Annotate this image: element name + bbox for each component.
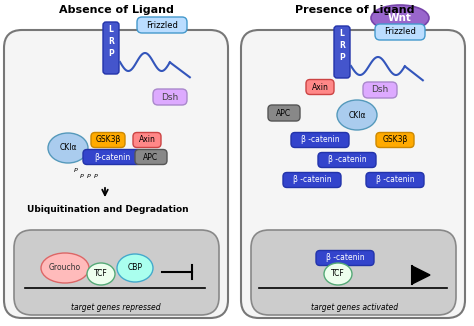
Text: Frizzled: Frizzled bbox=[146, 21, 178, 29]
Text: CKIα: CKIα bbox=[59, 143, 77, 153]
FancyBboxPatch shape bbox=[316, 250, 374, 265]
Ellipse shape bbox=[117, 254, 153, 282]
Text: Dsh: Dsh bbox=[371, 85, 389, 95]
Text: β -catenin: β -catenin bbox=[328, 156, 366, 165]
Text: target genes activated: target genes activated bbox=[311, 304, 399, 313]
FancyBboxPatch shape bbox=[366, 172, 424, 187]
Ellipse shape bbox=[371, 5, 429, 31]
Ellipse shape bbox=[324, 263, 352, 285]
Text: Axin: Axin bbox=[138, 136, 155, 144]
Text: GSK3β: GSK3β bbox=[383, 136, 408, 144]
FancyBboxPatch shape bbox=[283, 172, 341, 187]
Text: P: P bbox=[87, 174, 91, 180]
Text: target genes repressed: target genes repressed bbox=[71, 304, 161, 313]
Text: L: L bbox=[339, 29, 345, 38]
FancyBboxPatch shape bbox=[306, 80, 334, 95]
Text: Groucho: Groucho bbox=[49, 263, 81, 273]
Text: APC: APC bbox=[144, 153, 159, 161]
FancyBboxPatch shape bbox=[334, 26, 350, 78]
Text: APC: APC bbox=[276, 109, 292, 117]
FancyBboxPatch shape bbox=[375, 24, 425, 40]
Text: TCF: TCF bbox=[331, 270, 345, 278]
Text: P: P bbox=[94, 174, 98, 180]
Text: Presence of Ligand: Presence of Ligand bbox=[295, 5, 415, 15]
FancyBboxPatch shape bbox=[376, 132, 414, 147]
Text: Ubiquitination and Degradation: Ubiquitination and Degradation bbox=[27, 205, 189, 215]
Text: CKIα: CKIα bbox=[348, 111, 366, 120]
FancyBboxPatch shape bbox=[251, 230, 456, 315]
Text: R: R bbox=[108, 37, 114, 47]
Text: β -catenin: β -catenin bbox=[292, 175, 331, 185]
Text: Frizzled: Frizzled bbox=[384, 27, 416, 37]
FancyBboxPatch shape bbox=[83, 150, 141, 165]
Text: Wnt: Wnt bbox=[388, 13, 412, 23]
FancyBboxPatch shape bbox=[318, 153, 376, 168]
Text: L: L bbox=[109, 25, 113, 35]
FancyBboxPatch shape bbox=[4, 30, 228, 318]
FancyBboxPatch shape bbox=[135, 150, 167, 165]
Ellipse shape bbox=[41, 253, 89, 283]
Text: R: R bbox=[339, 41, 345, 51]
Text: Axin: Axin bbox=[311, 82, 328, 92]
Text: β-catenin: β-catenin bbox=[94, 153, 130, 161]
FancyBboxPatch shape bbox=[137, 17, 187, 33]
Text: Dsh: Dsh bbox=[161, 93, 179, 101]
Text: P: P bbox=[108, 50, 114, 58]
Text: β -catenin: β -catenin bbox=[376, 175, 414, 185]
FancyBboxPatch shape bbox=[91, 132, 125, 147]
Ellipse shape bbox=[87, 263, 115, 285]
Text: P: P bbox=[74, 169, 78, 173]
FancyBboxPatch shape bbox=[103, 22, 119, 74]
Text: β -catenin: β -catenin bbox=[301, 136, 339, 144]
Text: β -catenin: β -catenin bbox=[326, 254, 365, 262]
Text: Absence of Ligand: Absence of Ligand bbox=[59, 5, 173, 15]
FancyBboxPatch shape bbox=[133, 132, 161, 147]
FancyBboxPatch shape bbox=[363, 82, 397, 98]
Ellipse shape bbox=[48, 133, 88, 163]
Text: P: P bbox=[80, 174, 84, 180]
FancyBboxPatch shape bbox=[291, 132, 349, 147]
FancyBboxPatch shape bbox=[14, 230, 219, 315]
Ellipse shape bbox=[337, 100, 377, 130]
Text: TCF: TCF bbox=[94, 270, 108, 278]
Polygon shape bbox=[412, 266, 430, 284]
FancyBboxPatch shape bbox=[153, 89, 187, 105]
Text: GSK3β: GSK3β bbox=[95, 136, 121, 144]
Text: CBP: CBP bbox=[128, 263, 143, 273]
FancyBboxPatch shape bbox=[241, 30, 465, 318]
Text: P: P bbox=[339, 53, 345, 63]
FancyBboxPatch shape bbox=[268, 105, 300, 121]
